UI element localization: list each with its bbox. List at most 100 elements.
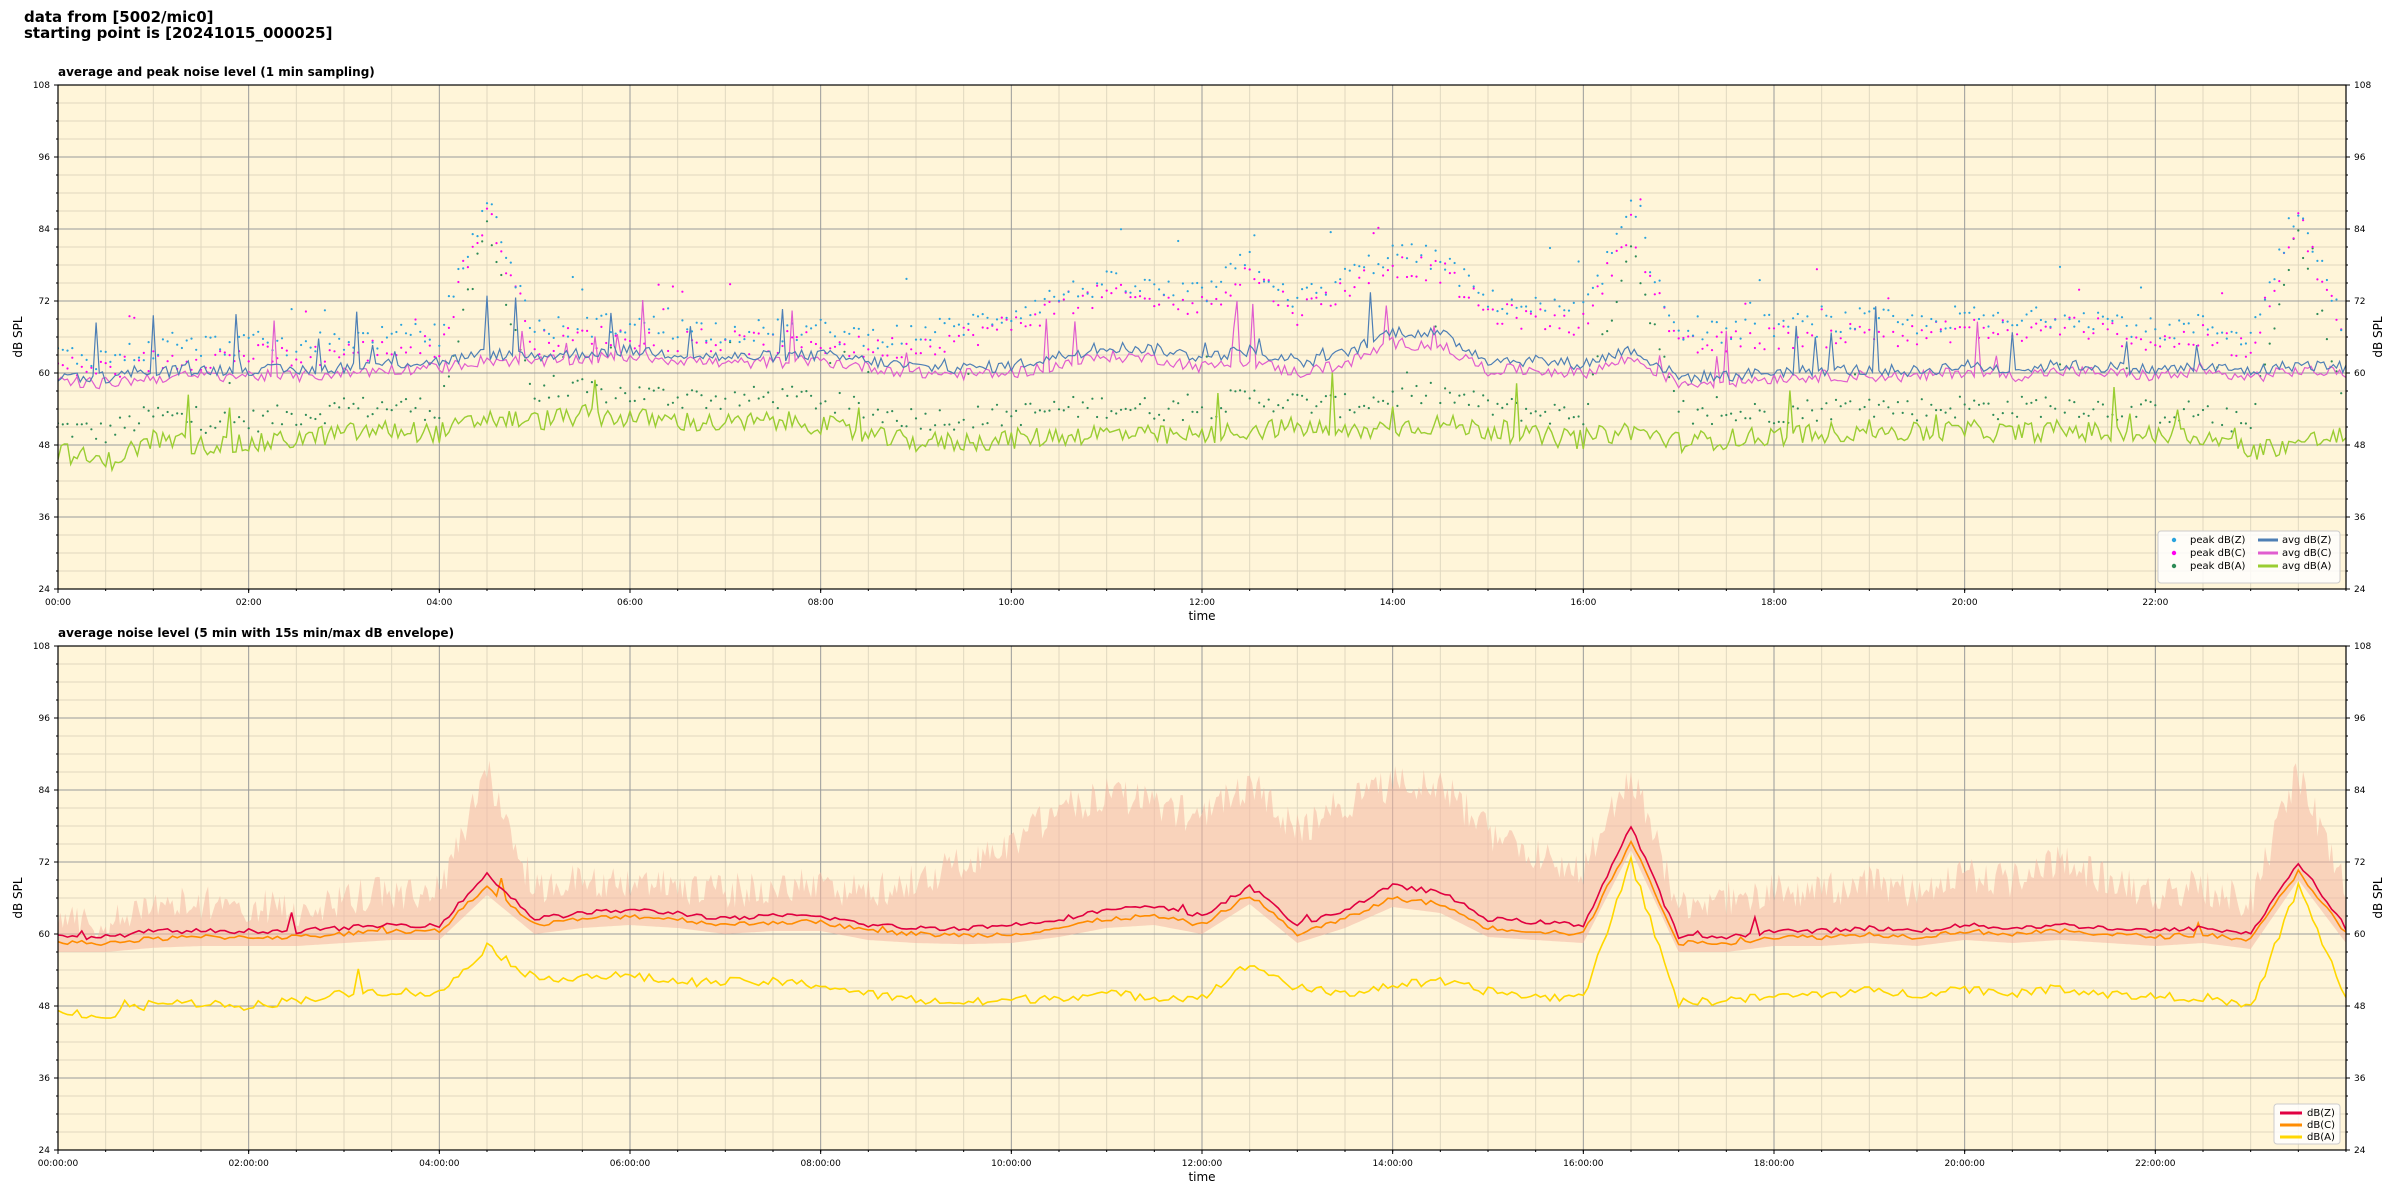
peak-dBC-point [400, 346, 403, 349]
peak-dBC-point [1281, 290, 1285, 293]
peak-dBC-point [61, 364, 64, 367]
peak-dBA-point [895, 419, 899, 422]
peak-dBA-point [395, 404, 398, 407]
peak-dBC-point [419, 352, 422, 355]
peak-dBC-point [423, 335, 427, 338]
peak-dBA-point [1029, 402, 1032, 405]
peak-dBA-point [829, 361, 832, 365]
peak-dBA-point [342, 397, 346, 400]
peak-dBA-point [333, 402, 336, 405]
peak-dBC-point [1768, 327, 1771, 330]
peak-dBZ-point [1830, 315, 1833, 318]
peak-dBA-point [1434, 325, 1437, 328]
peak-dBC-point [671, 285, 675, 288]
peak-dBC-point [1591, 304, 1594, 307]
peak-dBZ-point [1887, 309, 1890, 312]
peak-dBZ-point [714, 322, 717, 325]
peak-dBZ-point [1563, 309, 1566, 312]
y-axis-label-right: dB SPL [2371, 877, 2385, 919]
peak-dBA-point [1134, 407, 1137, 410]
peak-dBA-point [1548, 422, 1552, 425]
peak-dBC-point [2244, 355, 2247, 358]
peak-dBC-point [2263, 296, 2267, 299]
peak-dBZ-point [1420, 254, 1423, 257]
peak-dBC-point [2249, 351, 2252, 354]
peak-dBA-point [1811, 409, 1814, 412]
peak-dBC-point [2020, 339, 2023, 342]
peak-dBZ-point [705, 339, 708, 342]
peak-dBC-point [733, 330, 737, 333]
peak-dBA-point [195, 405, 198, 409]
peak-dBC-point [652, 344, 655, 347]
peak-dBA-point [1420, 402, 1423, 405]
peak-dBC-point [1839, 337, 1842, 340]
peak-dBZ-point [914, 338, 918, 341]
peak-dBA-point [1353, 411, 1356, 414]
peak-dBZ-point [1629, 199, 1633, 202]
peak-dBZ-point [1558, 305, 1561, 308]
peak-dBA-point [2263, 363, 2267, 366]
peak-dBA-point [2130, 405, 2133, 408]
peak-dBC-point [71, 356, 74, 359]
peak-dBA-point [1615, 300, 1618, 304]
peak-dBC-point [1358, 276, 1361, 279]
peak-dBZ-point [571, 275, 574, 279]
peak-dBA-point [1901, 411, 1904, 414]
peak-dBZ-point [1496, 310, 1499, 313]
peak-dBC-point [1710, 349, 1714, 352]
peak-dBA-point [771, 401, 775, 404]
peak-dBC-point [2111, 322, 2114, 325]
peak-dBZ-point [1367, 254, 1370, 257]
peak-dBC-point [2173, 345, 2176, 348]
legend-box [2157, 530, 2341, 584]
peak-dBZ-point [2192, 331, 2195, 334]
peak-dBC-point [781, 344, 784, 348]
peak-dBC-point [1034, 313, 1037, 316]
peak-dBC-point [719, 349, 722, 352]
peak-dBA-point [1830, 418, 1833, 421]
y-tick-label-right: 24 [2354, 1146, 2366, 1156]
peak-dBA-point [1100, 397, 1103, 400]
peak-dBA-point [85, 422, 88, 425]
peak-dBA-point [1663, 355, 1666, 358]
peak-dBZ-point [219, 348, 222, 351]
peak-dBC-point [1167, 296, 1170, 299]
x-tick-label: 18:00:00 [1754, 1159, 1795, 1169]
peak-dBZ-point [1200, 286, 1204, 289]
peak-dBZ-point [1229, 262, 1232, 265]
peak-dBC-point [676, 350, 679, 353]
peak-dBC-point [1758, 342, 1761, 345]
peak-dBC-point [533, 348, 536, 351]
peak-dBC-point [99, 360, 102, 363]
y-tick-label-right: 96 [2354, 153, 2366, 163]
peak-dBC-point [409, 346, 412, 349]
peak-dBA-point [1935, 409, 1938, 412]
peak-dBZ-point [157, 353, 160, 356]
peak-dBC-point [786, 330, 789, 333]
peak-dBC-point [1038, 324, 1041, 327]
peak-dBA-point [2306, 267, 2309, 270]
peak-dBZ-point [1353, 263, 1356, 266]
peak-dBA-point [1987, 402, 1990, 405]
peak-dBZ-point [1162, 293, 1165, 296]
peak-dBZ-point [614, 332, 617, 335]
peak-dBA-point [495, 260, 498, 264]
peak-dBA-point [547, 396, 551, 399]
y-tick-label-right: 108 [2354, 642, 2371, 652]
peak-dBC-point [795, 336, 798, 339]
peak-dBA-point [876, 408, 880, 411]
peak-dBZ-point [1801, 320, 1804, 323]
peak-dBA-point [1958, 395, 1961, 398]
peak-dBA-point [1081, 401, 1084, 404]
peak-dBZ-point [934, 331, 937, 334]
peak-dBC-point [986, 327, 989, 330]
peak-dBC-point [1320, 303, 1323, 306]
peak-dBZ-point [1329, 231, 1332, 234]
peak-dBZ-point [557, 316, 560, 319]
peak-dBZ-point [433, 323, 436, 326]
peak-dBZ-point [981, 313, 984, 316]
peak-dBA-point [1558, 409, 1561, 412]
peak-dBC-point [829, 347, 832, 350]
peak-dBZ-point [619, 330, 622, 333]
peak-dBA-point [1124, 407, 1127, 410]
